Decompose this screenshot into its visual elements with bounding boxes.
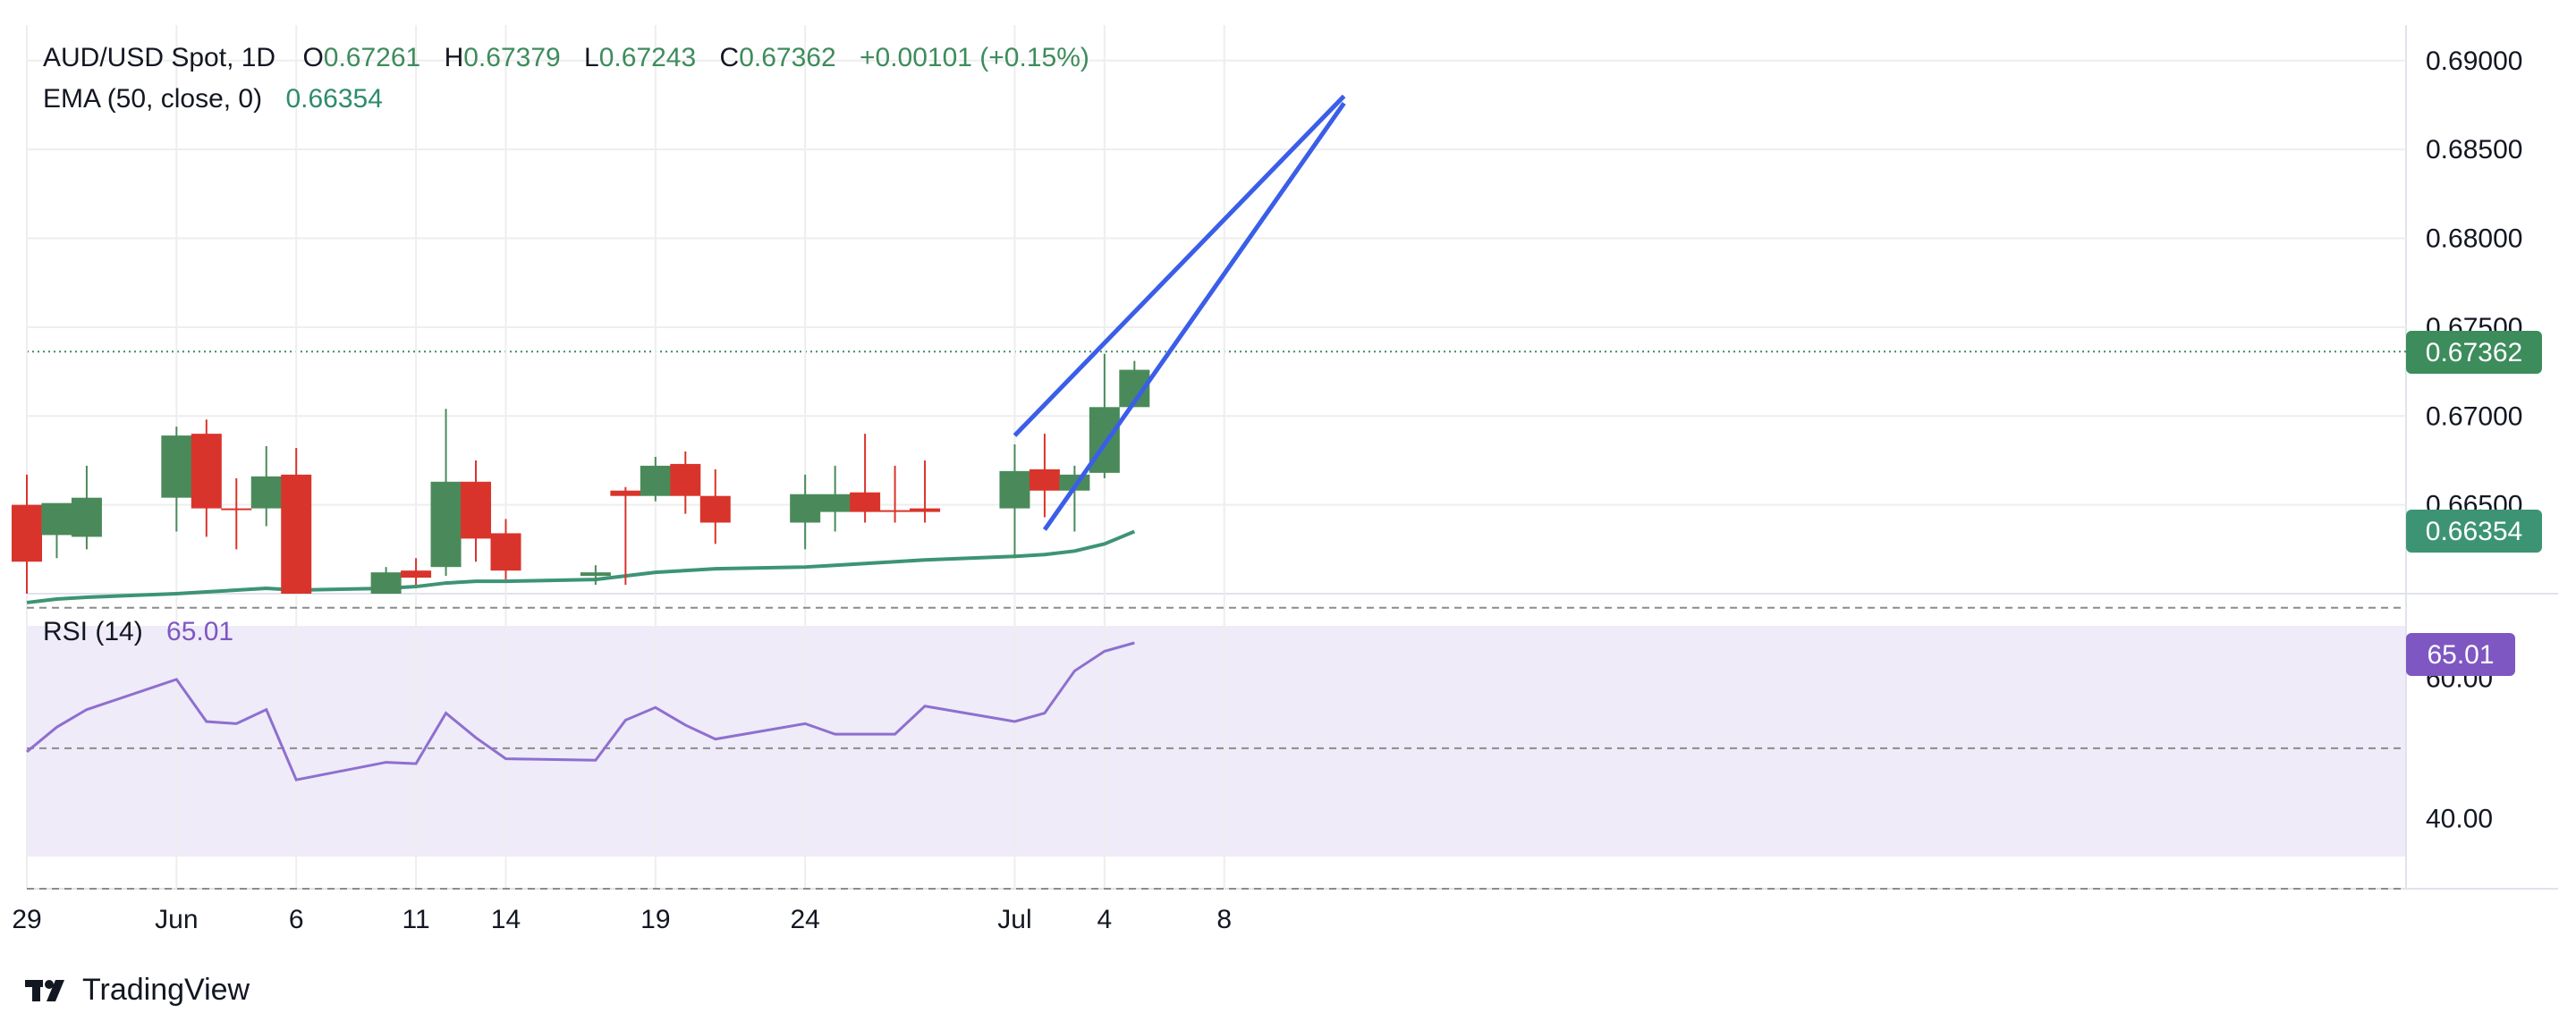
- candle-body: [12, 504, 42, 562]
- candle-body: [430, 481, 462, 568]
- price-badges: 0.67362 0.66354 65.01: [2406, 331, 2542, 676]
- rsi-legend: RSI (14) 65.01: [43, 617, 239, 647]
- candle-body: [699, 495, 731, 523]
- wedge-trendline: [1042, 102, 1346, 531]
- time-tick-label: 4: [1097, 905, 1113, 934]
- candle-body: [490, 533, 521, 571]
- time-tick-label: 14: [491, 905, 521, 934]
- main-pane-bg: [27, 25, 2406, 594]
- rsi-tick-label: 40.00: [2426, 804, 2493, 833]
- candle-body: [610, 490, 641, 496]
- time-tick-label: 24: [790, 905, 819, 934]
- open-label: O: [302, 43, 324, 72]
- candle-body: [221, 508, 252, 511]
- price-tick-label: 0.68500: [2426, 135, 2522, 165]
- ema-legend: EMA (50, close, 0) 0.66354: [43, 84, 388, 114]
- tradingview-brand[interactable]: TradingView: [25, 973, 250, 1008]
- rsi-legend-value: 65.01: [166, 617, 234, 646]
- ema-line: [26, 529, 1136, 604]
- rsi-level-lines: [27, 606, 2406, 890]
- high-value: 0.67379: [463, 43, 561, 72]
- candle-body: [999, 470, 1030, 509]
- candle-body: [910, 508, 941, 512]
- candle-body: [670, 463, 701, 496]
- last-price-badge-text: 0.67362: [2426, 338, 2522, 367]
- last-price-badge: 0.67362: [2406, 331, 2542, 374]
- trendlines: [1013, 94, 1346, 531]
- price-tick-label: 0.68000: [2426, 224, 2522, 254]
- candle-body: [281, 474, 312, 594]
- price-tick-label: 0.67000: [2426, 401, 2522, 431]
- ema-legend-value: 0.66354: [285, 84, 383, 114]
- candle-body: [580, 572, 611, 577]
- candle-body: [71, 497, 102, 537]
- candle-body: [1029, 469, 1060, 491]
- candle-body: [41, 502, 72, 536]
- candle-body: [819, 494, 851, 512]
- close-label: C: [719, 43, 740, 72]
- candle-body: [401, 570, 432, 578]
- ema-price-badge-text: 0.66354: [2426, 517, 2522, 546]
- chart-frame: [27, 25, 2558, 890]
- rsi-value-badge: 65.01: [2406, 633, 2515, 676]
- price-tick-label: 0.69000: [2426, 46, 2522, 76]
- ema-series: [26, 529, 1136, 604]
- candle-body: [850, 492, 881, 512]
- time-tick-label: 6: [289, 905, 304, 934]
- change-value: +0.00101 (+0.15%): [860, 43, 1089, 72]
- rsi-line: [26, 641, 1135, 781]
- low-label: L: [584, 43, 599, 72]
- candle-body: [879, 510, 911, 512]
- symbol-label[interactable]: AUD/USD Spot, 1D: [43, 43, 276, 72]
- candle-series: [12, 353, 1150, 594]
- rsi-band: [27, 626, 2406, 857]
- ema-price-badge: 0.66354: [2406, 510, 2542, 553]
- rsi-legend-label[interactable]: RSI (14): [43, 617, 143, 646]
- time-tick-label: 8: [1216, 905, 1232, 934]
- close-value: 0.67362: [739, 43, 836, 72]
- candle-body: [370, 572, 402, 594]
- candle-body: [461, 481, 492, 539]
- ohlc-legend: AUD/USD Spot, 1D O0.67261 H0.67379 L0.67…: [43, 43, 1095, 73]
- candle-body: [790, 494, 821, 523]
- price-axis: 0.665000.670000.675000.680000.685000.690…: [2426, 46, 2522, 834]
- high-label: H: [444, 43, 464, 72]
- candle-body: [191, 434, 222, 509]
- open-value: 0.67261: [323, 43, 421, 72]
- low-value: 0.67243: [598, 43, 697, 72]
- time-axis: 29 Jun 6 11 14 19 24 Jul 4 8: [12, 905, 1232, 934]
- candle-body: [250, 476, 282, 509]
- rsi-value-badge-text: 65.01: [2427, 640, 2494, 670]
- candle-body: [161, 435, 192, 498]
- time-tick-label: Jun: [155, 905, 198, 934]
- time-tick-label: 11: [402, 905, 430, 934]
- time-tick-label: Jul: [997, 905, 1031, 934]
- tradingview-brand-name: TradingView: [82, 973, 250, 1007]
- time-tick-label: 19: [640, 905, 670, 934]
- rsi-series: [26, 641, 1135, 781]
- ema-legend-label[interactable]: EMA (50, close, 0): [43, 84, 263, 114]
- time-tick-label: 29: [12, 905, 41, 934]
- wedge-trendline: [1013, 94, 1346, 437]
- candle-body: [640, 465, 671, 496]
- tradingview-logo-icon: [25, 979, 64, 1001]
